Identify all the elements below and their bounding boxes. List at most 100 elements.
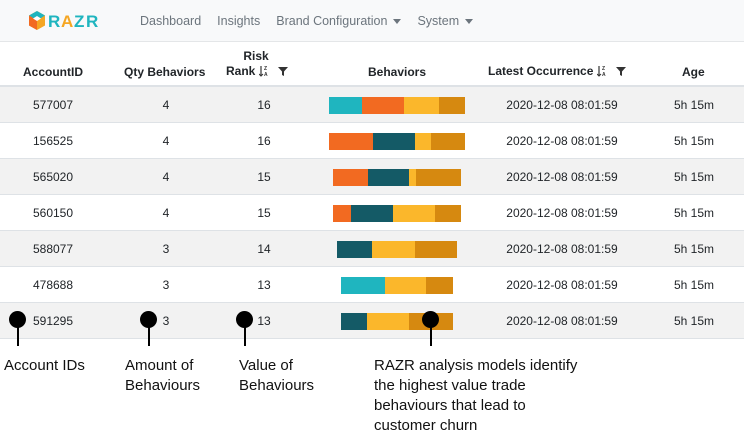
- behaviors-bar[interactable]: [337, 241, 457, 258]
- behavior-segment-teal[interactable]: [341, 277, 385, 294]
- svg-text:R: R: [48, 12, 61, 31]
- annotation-razr-analysis: RAZR analysis models identify the highes…: [374, 357, 578, 432]
- nav-insights[interactable]: Insights: [217, 13, 261, 28]
- table-header: AccountID Qty Behaviors Risk Rank Z A Be…: [0, 42, 744, 87]
- chevron-down-icon: [393, 18, 402, 24]
- nav-brand-configuration[interactable]: Brand Configuration: [276, 14, 402, 28]
- annotation-line-value: [244, 324, 246, 346]
- cell-qty-behaviors: 3: [162, 278, 170, 292]
- header-age[interactable]: Age: [682, 65, 705, 79]
- behaviors-bar[interactable]: [333, 169, 461, 186]
- cell-risk-rank: 15: [257, 206, 271, 220]
- cell-age: 5h 15m: [673, 134, 715, 148]
- behavior-segment-dark-teal[interactable]: [372, 133, 415, 150]
- behavior-segment-yellow[interactable]: [366, 313, 410, 330]
- cell-latest-occurrence: 2020-12-08 08:01:59: [506, 242, 618, 256]
- behaviors-bar[interactable]: [333, 205, 461, 222]
- svg-text:A: A: [61, 12, 74, 31]
- behaviors-bar[interactable]: [329, 133, 465, 150]
- behavior-segment-orange[interactable]: [361, 97, 404, 114]
- behaviors-bar[interactable]: [341, 313, 453, 330]
- nav-dashboard[interactable]: Dashboard: [140, 13, 202, 28]
- svg-text:A: A: [602, 72, 606, 77]
- table-row[interactable]: 577007 4 16 2020-12-08 08:01:59 5h 15m: [0, 87, 744, 123]
- table-row[interactable]: 156525 4 16 2020-12-08 08:01:59 5h 15m: [0, 123, 744, 159]
- cell-latest-occurrence: 2020-12-08 08:01:59: [506, 134, 618, 148]
- table-row[interactable]: 478688 3 13 2020-12-08 08:01:59 5h 15m: [0, 267, 744, 303]
- cell-age: 5h 15m: [673, 170, 715, 184]
- behavior-segment-dark-teal[interactable]: [350, 205, 394, 222]
- annotation-line-account: [17, 324, 19, 346]
- sort-icon[interactable]: Z A: [259, 65, 268, 77]
- header-qty-behaviors[interactable]: Qty Behaviors: [124, 65, 206, 79]
- cell-age: 5h 15m: [673, 98, 715, 112]
- behavior-segment-yellow[interactable]: [414, 133, 431, 150]
- svg-text:Z: Z: [602, 66, 605, 72]
- header-risk-rank[interactable]: Risk: [243, 49, 269, 63]
- behavior-segment-teal[interactable]: [329, 97, 362, 114]
- header-latest-occurrence[interactable]: Latest Occurrence Z A: [488, 64, 627, 78]
- behavior-segment-gold[interactable]: [435, 205, 461, 222]
- behavior-segment-yellow[interactable]: [408, 169, 417, 186]
- behaviors-table: AccountID Qty Behaviors Risk Rank Z A Be…: [0, 42, 744, 339]
- cell-qty-behaviors: 4: [162, 206, 170, 220]
- chevron-down-icon: [465, 18, 474, 24]
- behavior-segment-orange[interactable]: [329, 133, 373, 150]
- behavior-segment-gold[interactable]: [430, 133, 465, 150]
- table-row[interactable]: 591295 3 13 2020-12-08 08:01:59 5h 15m: [0, 303, 744, 339]
- cell-qty-behaviors: 3: [162, 314, 170, 328]
- filter-icon[interactable]: [277, 65, 289, 77]
- annotation-dot-value: [236, 311, 253, 328]
- cell-age: 5h 15m: [673, 242, 715, 256]
- svg-text:A: A: [264, 72, 268, 77]
- behaviors-bar[interactable]: [329, 97, 465, 114]
- header-behaviors[interactable]: Behaviors: [368, 65, 427, 79]
- cell-latest-occurrence: 2020-12-08 08:01:59: [506, 206, 618, 220]
- behavior-segment-yellow[interactable]: [384, 277, 427, 294]
- annotation-line-amount: [148, 324, 150, 346]
- behavior-segment-gold[interactable]: [414, 241, 457, 258]
- behavior-segment-yellow[interactable]: [371, 241, 415, 258]
- behavior-segment-gold[interactable]: [416, 169, 461, 186]
- table-row[interactable]: 565020 4 15 2020-12-08 08:01:59 5h 15m: [0, 159, 744, 195]
- filter-icon[interactable]: [615, 65, 627, 77]
- nav-system[interactable]: System: [417, 14, 474, 28]
- behavior-segment-orange[interactable]: [333, 169, 368, 186]
- cell-qty-behaviors: 4: [162, 98, 170, 112]
- behavior-segment-gold[interactable]: [426, 277, 453, 294]
- cell-account-id: 156525: [32, 134, 74, 148]
- cell-risk-rank: 15: [257, 170, 271, 184]
- annotation-dot-razr: [422, 311, 439, 328]
- navbar: R A Z R Dashboard Insights Brand Configu…: [0, 0, 744, 42]
- behavior-segment-orange[interactable]: [333, 205, 351, 222]
- cell-account-id: 591295: [32, 314, 74, 328]
- cell-risk-rank: 16: [257, 98, 271, 112]
- annotation-account-ids: Account IDs: [4, 357, 85, 374]
- cell-latest-occurrence: 2020-12-08 08:01:59: [506, 278, 618, 292]
- cell-account-id: 560150: [32, 206, 74, 220]
- cell-age: 5h 15m: [673, 206, 715, 220]
- behavior-segment-yellow[interactable]: [393, 205, 436, 222]
- cell-qty-behaviors: 3: [162, 242, 170, 256]
- cell-risk-rank: 14: [257, 242, 271, 256]
- cell-latest-occurrence: 2020-12-08 08:01:59: [506, 98, 618, 112]
- header-account-id[interactable]: AccountID: [23, 65, 83, 79]
- behavior-segment-yellow[interactable]: [403, 97, 440, 114]
- svg-text:Z: Z: [74, 12, 85, 31]
- razr-logo-icon: R A Z R: [29, 10, 99, 31]
- cell-risk-rank: 13: [257, 314, 271, 328]
- annotation-value: Value of Behaviours: [239, 357, 315, 394]
- behavior-segment-gold[interactable]: [439, 97, 465, 114]
- brand-logo[interactable]: R A Z R: [28, 0, 120, 42]
- annotation-amount: Amount of Behaviours: [125, 357, 201, 394]
- table-row[interactable]: 588077 3 14 2020-12-08 08:01:59 5h 15m: [0, 231, 744, 267]
- svg-text:R: R: [86, 12, 99, 31]
- behavior-segment-dark-teal[interactable]: [367, 169, 409, 186]
- header-risk-rank-sort[interactable]: Rank Z A: [226, 64, 289, 78]
- table-row[interactable]: 560150 4 15 2020-12-08 08:01:59 5h 15m: [0, 195, 744, 231]
- behavior-segment-dark-teal[interactable]: [341, 313, 367, 330]
- cell-age: 5h 15m: [673, 314, 715, 328]
- behaviors-bar[interactable]: [341, 277, 453, 294]
- sort-icon[interactable]: Z A: [597, 65, 606, 77]
- behavior-segment-dark-teal[interactable]: [337, 241, 372, 258]
